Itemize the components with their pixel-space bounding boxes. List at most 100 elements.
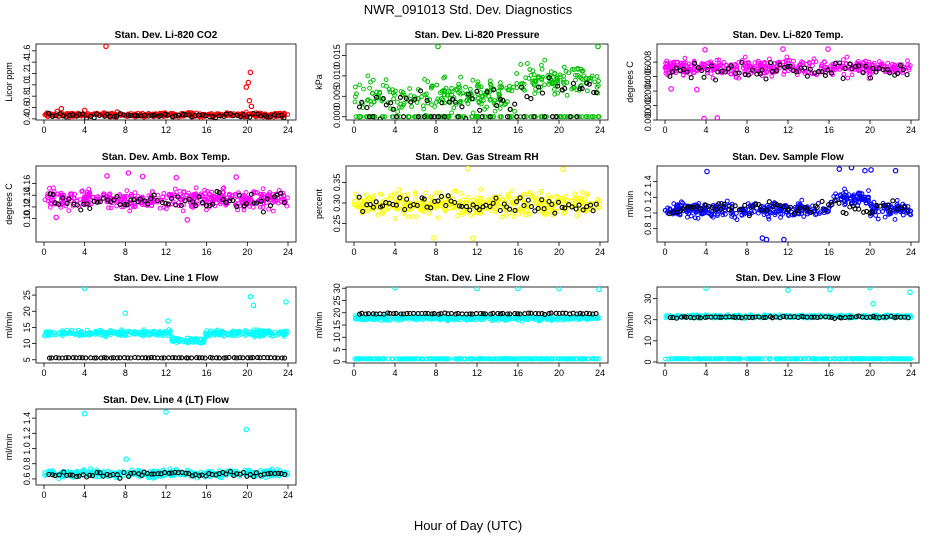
data-point	[734, 217, 740, 223]
data-point	[561, 81, 567, 87]
reference-point	[445, 193, 451, 199]
data-point	[702, 210, 708, 216]
reference-point	[50, 192, 56, 198]
data-point	[420, 207, 425, 212]
data-point	[504, 85, 510, 91]
data-point	[469, 114, 475, 120]
x-tick-label: 20	[242, 247, 252, 257]
reference-point	[512, 207, 518, 213]
data-point	[240, 331, 246, 337]
data-point	[60, 333, 65, 339]
data-point	[59, 192, 65, 198]
data-point	[354, 203, 360, 209]
data-point	[260, 204, 266, 210]
reference-point	[562, 85, 568, 92]
points-group	[41, 287, 290, 361]
reference-point	[684, 69, 690, 75]
reference-point	[125, 355, 131, 361]
data-point	[218, 201, 223, 207]
data-point	[514, 85, 520, 91]
reference-point	[278, 190, 284, 196]
data-point	[418, 356, 424, 362]
reference-point	[763, 76, 769, 82]
reference-point	[694, 204, 700, 210]
data-point	[436, 215, 441, 221]
data-point	[453, 86, 459, 92]
reference-point	[401, 311, 407, 317]
reference-point	[231, 355, 237, 361]
data-point	[569, 316, 575, 322]
reference-point	[158, 112, 164, 118]
reference-point	[78, 207, 84, 213]
data-point	[123, 112, 128, 118]
y-tick-label: 1.0	[22, 79, 32, 92]
data-point	[392, 196, 397, 202]
reference-point	[804, 206, 810, 212]
data-point	[790, 63, 796, 69]
reference-point	[142, 198, 148, 204]
reference-point	[446, 99, 452, 105]
data-point	[434, 82, 440, 88]
outlier-point	[836, 166, 843, 172]
y-tick-label: 1.2	[643, 191, 653, 204]
outlier-point	[780, 46, 786, 52]
reference-point	[500, 97, 506, 103]
reference-point	[226, 354, 232, 361]
data-point	[63, 203, 69, 209]
data-point	[564, 92, 570, 98]
data-point	[546, 208, 551, 214]
data-point	[428, 85, 434, 91]
data-point	[526, 356, 532, 362]
data-point	[542, 82, 547, 88]
data-point	[766, 216, 772, 222]
data-point	[561, 197, 566, 202]
reference-point	[559, 204, 565, 210]
reference-point	[114, 194, 120, 200]
reference-point	[173, 202, 179, 208]
data-point	[715, 211, 720, 217]
reference-point	[168, 195, 175, 202]
data-point	[169, 337, 175, 343]
data-point	[106, 192, 112, 198]
data-point	[564, 197, 570, 203]
reference-point	[739, 59, 745, 66]
data-point	[174, 336, 180, 342]
reference-point	[528, 310, 534, 316]
reference-point	[170, 355, 176, 361]
reference-point	[452, 99, 459, 105]
data-point	[871, 60, 877, 66]
x-tick-label: 12	[472, 368, 482, 378]
data-point	[487, 81, 493, 87]
data-point	[368, 79, 373, 85]
data-point	[413, 197, 418, 202]
data-point	[355, 316, 361, 321]
x-tick-label: 24	[283, 247, 293, 257]
reference-point	[390, 106, 396, 112]
data-point	[220, 195, 226, 200]
data-point	[725, 69, 731, 75]
data-point	[475, 79, 481, 85]
reference-point	[63, 355, 69, 361]
data-point	[680, 72, 686, 77]
reference-point	[176, 355, 182, 361]
data-point	[840, 191, 846, 197]
outlier-point	[104, 173, 110, 179]
reference-point	[507, 106, 513, 112]
reference-point	[143, 355, 149, 361]
reference-point	[579, 86, 585, 92]
reference-point	[264, 196, 270, 202]
x-tick-label: 20	[554, 247, 564, 257]
reference-point	[867, 210, 873, 216]
data-point	[524, 207, 529, 213]
data-point	[461, 356, 467, 362]
reference-point	[132, 354, 138, 361]
reference-point	[379, 203, 386, 209]
data-point	[157, 329, 163, 334]
data-point	[476, 99, 482, 104]
reference-point	[590, 311, 596, 317]
data-point	[391, 191, 397, 196]
reference-point	[477, 310, 484, 317]
reference-point	[670, 69, 676, 75]
panel-title: Stan. Dev. Line 2 Flow	[425, 273, 530, 284]
reference-point	[178, 202, 184, 209]
